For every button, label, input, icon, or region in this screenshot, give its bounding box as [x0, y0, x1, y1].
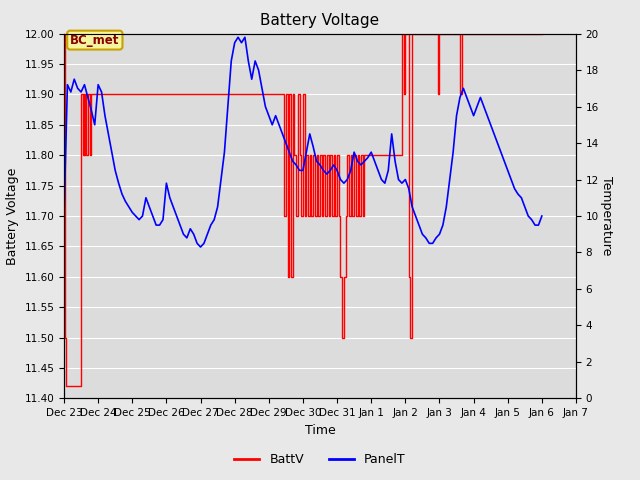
- Y-axis label: Temperature: Temperature: [600, 176, 613, 256]
- Text: BC_met: BC_met: [70, 34, 120, 47]
- Y-axis label: Battery Voltage: Battery Voltage: [6, 168, 19, 264]
- X-axis label: Time: Time: [305, 424, 335, 437]
- Title: Battery Voltage: Battery Voltage: [260, 13, 380, 28]
- Legend: BattV, PanelT: BattV, PanelT: [229, 448, 411, 471]
